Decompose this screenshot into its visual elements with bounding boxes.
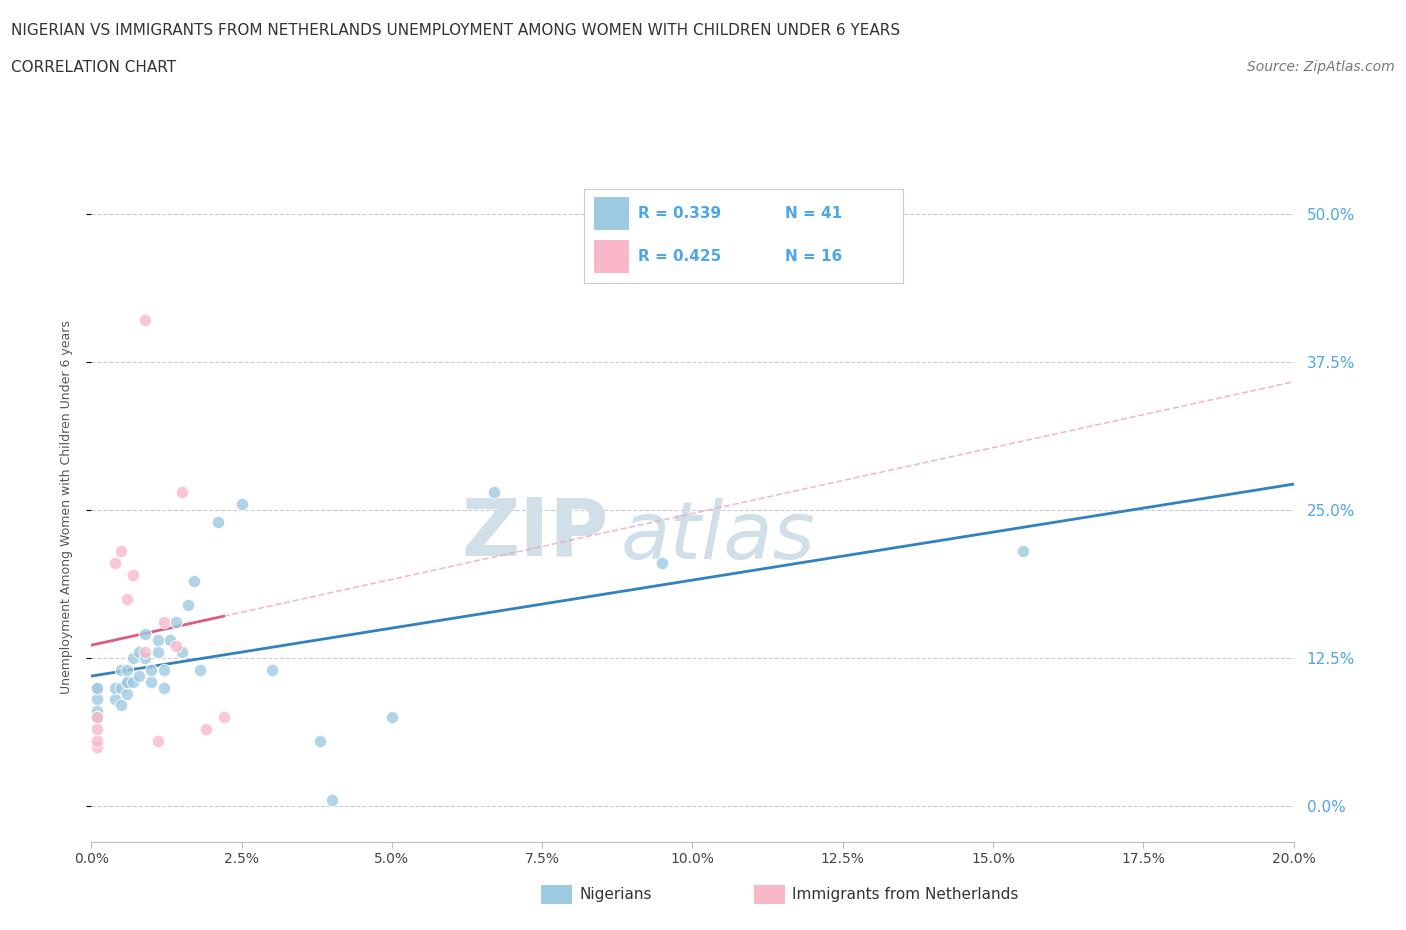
Point	[141, 662, 163, 677]
Text: Immigrants from Netherlands: Immigrants from Netherlands	[792, 887, 1018, 902]
Text: R = 0.339: R = 0.339	[638, 206, 721, 221]
Point	[381, 710, 404, 724]
Bar	[593, 197, 628, 230]
Text: CORRELATION CHART: CORRELATION CHART	[11, 60, 176, 75]
Point	[86, 722, 108, 737]
Point	[146, 644, 169, 659]
Point	[122, 650, 145, 665]
Point	[110, 698, 132, 712]
Point	[104, 556, 127, 571]
Point	[86, 739, 108, 754]
Point	[86, 734, 108, 749]
Point	[165, 639, 187, 654]
Point	[183, 574, 205, 589]
Point	[122, 674, 145, 689]
Point	[170, 485, 193, 499]
Text: NIGERIAN VS IMMIGRANTS FROM NETHERLANDS UNEMPLOYMENT AMONG WOMEN WITH CHILDREN U: NIGERIAN VS IMMIGRANTS FROM NETHERLANDS …	[11, 23, 900, 38]
Point	[86, 680, 108, 695]
Point	[86, 692, 108, 707]
Point	[104, 680, 127, 695]
Text: N = 41: N = 41	[785, 206, 842, 221]
Point	[482, 485, 505, 499]
Point	[207, 514, 229, 529]
Point	[212, 710, 235, 724]
Point	[308, 734, 330, 749]
Point	[651, 556, 673, 571]
Point	[146, 734, 169, 749]
Point	[122, 567, 145, 582]
Point	[86, 710, 108, 724]
Point	[117, 686, 139, 701]
Point	[134, 650, 156, 665]
Point	[104, 692, 127, 707]
Point	[117, 591, 139, 606]
Point	[117, 674, 139, 689]
Point	[321, 792, 343, 807]
Text: ZIP: ZIP	[461, 495, 609, 573]
Point	[134, 312, 156, 327]
Point	[170, 644, 193, 659]
Point	[117, 674, 139, 689]
Text: Nigerians: Nigerians	[579, 887, 652, 902]
Point	[260, 662, 283, 677]
Point	[152, 680, 174, 695]
Point	[134, 627, 156, 642]
Point	[188, 662, 211, 677]
Text: R = 0.425: R = 0.425	[638, 249, 721, 264]
Y-axis label: Unemployment Among Women with Children Under 6 years: Unemployment Among Women with Children U…	[60, 320, 73, 694]
Point	[110, 680, 132, 695]
Point	[110, 662, 132, 677]
Point	[128, 644, 150, 659]
Bar	[593, 240, 628, 273]
Point	[110, 544, 132, 559]
Point	[146, 632, 169, 647]
Point	[128, 669, 150, 684]
Point	[117, 662, 139, 677]
Point	[176, 597, 198, 612]
Point	[141, 674, 163, 689]
Point	[134, 644, 156, 659]
Point	[159, 632, 181, 647]
Point	[86, 704, 108, 719]
Point	[86, 680, 108, 695]
Text: Source: ZipAtlas.com: Source: ZipAtlas.com	[1247, 60, 1395, 74]
Point	[165, 615, 187, 630]
Point	[86, 710, 108, 724]
Point	[1012, 544, 1035, 559]
Point	[194, 722, 217, 737]
Point	[231, 497, 253, 512]
Point	[152, 615, 174, 630]
Point	[152, 662, 174, 677]
Text: N = 16: N = 16	[785, 249, 842, 264]
Text: atlas: atlas	[620, 498, 815, 576]
